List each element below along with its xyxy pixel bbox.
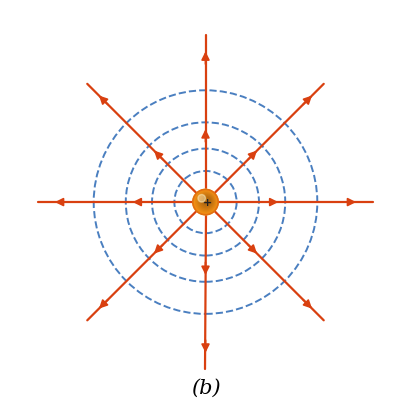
Circle shape <box>196 192 216 212</box>
Text: (b): (b) <box>191 379 220 398</box>
Circle shape <box>198 195 206 202</box>
Circle shape <box>201 196 212 207</box>
Circle shape <box>200 195 213 208</box>
Circle shape <box>194 191 217 213</box>
Text: +: + <box>203 198 212 208</box>
Circle shape <box>203 198 210 205</box>
Circle shape <box>199 194 214 209</box>
Circle shape <box>193 189 218 215</box>
Circle shape <box>197 193 215 211</box>
